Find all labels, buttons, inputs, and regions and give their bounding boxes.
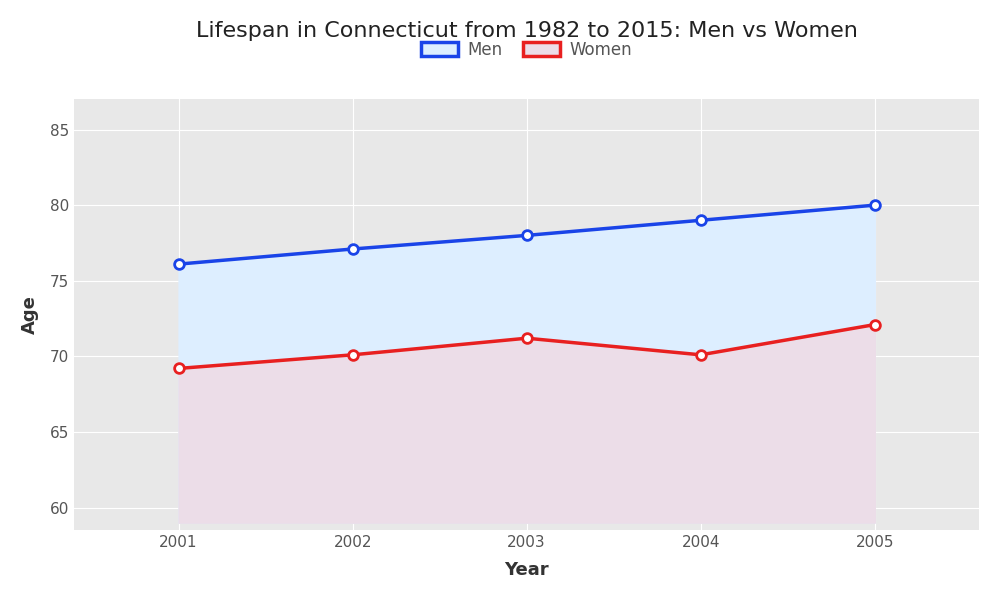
Title: Lifespan in Connecticut from 1982 to 2015: Men vs Women: Lifespan in Connecticut from 1982 to 201… (196, 21, 858, 41)
X-axis label: Year: Year (504, 561, 549, 579)
Legend: Men, Women: Men, Women (421, 41, 632, 59)
Y-axis label: Age: Age (21, 295, 39, 334)
